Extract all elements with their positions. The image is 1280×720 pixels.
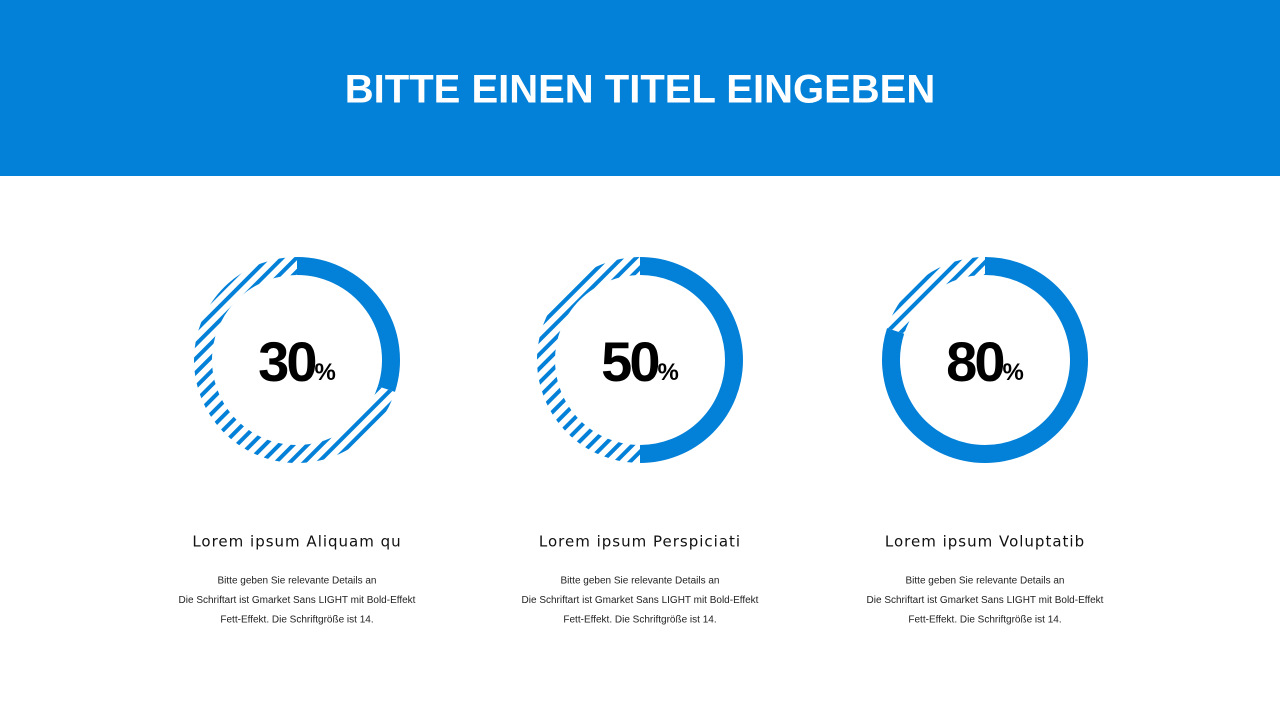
gauge-title: Lorem ipsum Aliquam qu <box>192 533 401 551</box>
gauge-description: Fett-Effekt. Die Schriftgröße ist 14. <box>563 615 716 626</box>
remainder-arc <box>537 257 641 463</box>
gauge-value: 50% <box>601 330 679 393</box>
remainder-arc <box>194 257 395 463</box>
value-number: 80 <box>946 330 1003 393</box>
header-bar <box>0 0 1280 176</box>
gauge-description: Die Schriftart ist Gmarket Sans LIGHT mi… <box>179 595 416 606</box>
gauge-description: Fett-Effekt. Die Schriftgröße ist 14. <box>908 615 1061 626</box>
value-number: 30 <box>258 330 315 393</box>
value-arc <box>882 257 1088 463</box>
gauge-title: Lorem ipsum Perspiciati <box>539 533 741 551</box>
value-arc <box>639 257 743 463</box>
value-unit: % <box>314 359 335 386</box>
gauge-description: Bitte geben Sie relevante Details an <box>218 576 377 587</box>
gauge-description: Fett-Effekt. Die Schriftgröße ist 14. <box>220 615 373 626</box>
remainder-arc <box>887 257 986 334</box>
value-unit: % <box>657 359 678 386</box>
value-unit: % <box>1002 359 1023 386</box>
gauge-value: 80% <box>946 330 1024 393</box>
gauge-description: Die Schriftart ist Gmarket Sans LIGHT mi… <box>522 595 759 606</box>
value-arc <box>296 257 400 392</box>
gauge-description: Bitte geben Sie relevante Details an <box>906 576 1065 587</box>
gauge-description: Bitte geben Sie relevante Details an <box>561 576 720 587</box>
header-title: BITTE EINEN TITEL EINGEBEN <box>345 68 935 112</box>
gauge-title: Lorem ipsum Voluptatib <box>885 533 1085 551</box>
gauge-description: Die Schriftart ist Gmarket Sans LIGHT mi… <box>867 595 1104 606</box>
gauge-value: 30% <box>258 330 336 393</box>
value-number: 50 <box>601 330 658 393</box>
